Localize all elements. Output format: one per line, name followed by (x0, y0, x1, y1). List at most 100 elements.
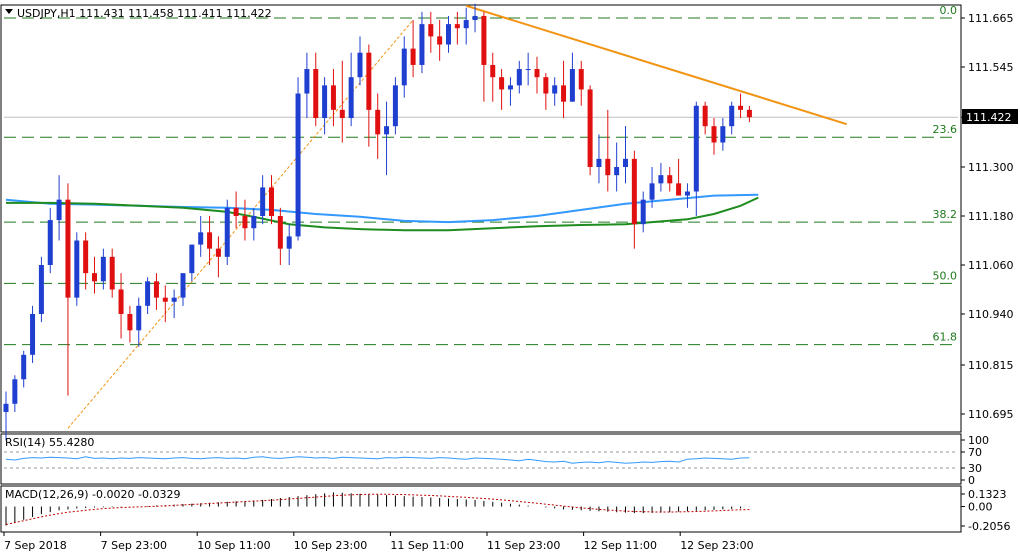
candle (65, 183, 71, 396)
candle (472, 3, 478, 33)
candle (587, 85, 593, 176)
candle (419, 11, 425, 74)
candle (260, 175, 266, 225)
rsi-y-tick-label: 100 (968, 434, 989, 447)
rising-trendline (67, 19, 414, 429)
candle (224, 199, 230, 265)
symbol-dropdown-icon[interactable] (5, 9, 13, 14)
candle (631, 150, 637, 249)
candle (384, 101, 390, 176)
current-price-box (962, 109, 1018, 124)
candle (658, 162, 664, 192)
candle (242, 199, 248, 241)
x-tick-label: 10 Sep 11:00 (197, 539, 270, 552)
price-panel (0, 4, 962, 433)
candle (499, 69, 505, 110)
candle (251, 207, 257, 241)
candle (136, 297, 142, 347)
candle (375, 93, 381, 159)
candle (21, 350, 27, 388)
x-tick-label: 7 Sep 23:00 (101, 539, 167, 552)
candle (304, 52, 310, 119)
candle (463, 7, 469, 45)
rsi-y-tick-label: 70 (968, 446, 982, 459)
fib-level-label: 38.2 (933, 208, 958, 221)
rsi-line (5, 456, 750, 464)
candle (118, 273, 124, 339)
x-tick-label: 7 Sep 2018 (4, 539, 67, 552)
fib-level-label: 0.0 (940, 4, 958, 17)
price-y-tick-label: 110.695 (968, 408, 1014, 421)
candle (534, 56, 540, 94)
current-price-label: 111.422 (966, 111, 1012, 124)
candle (481, 11, 487, 102)
candle (153, 273, 159, 310)
candle (392, 77, 398, 135)
candle (623, 126, 628, 184)
candle (649, 167, 655, 208)
candle (92, 256, 97, 294)
candle (207, 216, 213, 265)
candle (410, 20, 416, 78)
candle (189, 244, 195, 282)
candle (162, 285, 168, 323)
candle (746, 105, 752, 123)
candle (684, 183, 690, 208)
candle (38, 256, 44, 323)
candle (738, 93, 744, 119)
candle (676, 158, 682, 196)
candle (47, 207, 53, 274)
price-y-tick-label: 111.180 (968, 210, 1014, 223)
candle (215, 236, 221, 278)
candle (145, 277, 151, 314)
candle (366, 44, 372, 147)
candle (561, 60, 567, 119)
candle (507, 77, 513, 106)
candle (330, 69, 336, 127)
candle (446, 15, 451, 53)
symbol-header: USDJPY,H1 111.431 111.458 111.411 111.42… (17, 7, 272, 20)
price-y-tick-label: 110.815 (968, 359, 1014, 372)
candle (12, 375, 18, 412)
candle (295, 77, 301, 241)
candle (614, 142, 620, 192)
candle (578, 60, 584, 106)
macd-y-tick-label: 0.1323 (968, 488, 1007, 501)
candle (171, 289, 177, 319)
candle (198, 216, 204, 257)
price-y-tick-label: 111.545 (968, 61, 1014, 74)
candle (322, 77, 328, 135)
candle (437, 20, 443, 61)
candle (720, 118, 726, 151)
candle (313, 52, 319, 127)
candle (100, 248, 106, 290)
macd-y-tick-label: -0.2056 (968, 520, 1010, 533)
price-y-tick-label: 111.300 (968, 161, 1014, 174)
candle (180, 273, 186, 306)
candle (286, 224, 292, 265)
candle (552, 77, 558, 106)
candle (109, 248, 115, 298)
moving-average-line (6, 196, 759, 232)
candle (729, 101, 735, 135)
candle (569, 52, 575, 102)
candle (357, 36, 363, 86)
rsi-panel (0, 433, 962, 485)
candle (348, 52, 354, 127)
candle (30, 305, 36, 363)
candle (605, 109, 611, 192)
candle (596, 134, 602, 184)
rsi-y-tick-label: 0 (968, 474, 975, 487)
candle (640, 191, 646, 233)
fib-level-label: 50.0 (933, 269, 958, 282)
candle (339, 60, 345, 143)
x-tick-label: 11 Sep 11:00 (390, 539, 463, 552)
macd-y-tick-label: 0.00 (968, 501, 993, 514)
candle (127, 305, 133, 343)
price-y-tick-label: 111.665 (968, 12, 1014, 25)
macd-signal-line (5, 493, 750, 525)
fib-level-label: 61.8 (933, 331, 958, 344)
candle (3, 391, 9, 441)
x-tick-label: 12 Sep 11:00 (584, 539, 657, 552)
